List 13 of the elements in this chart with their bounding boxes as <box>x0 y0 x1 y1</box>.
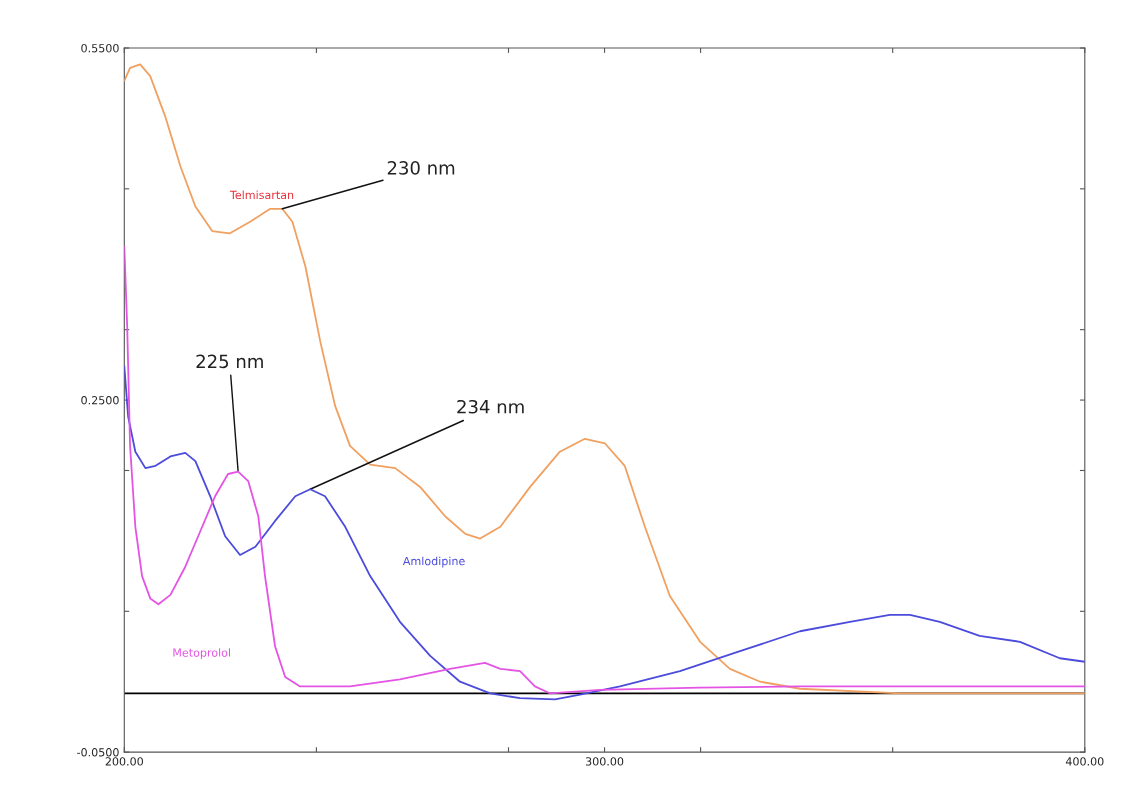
x-tick-label: 400.00 <box>1065 757 1104 766</box>
y-tick-label: -0.0500 <box>77 748 119 757</box>
x-tick-label: 300.00 <box>585 757 624 766</box>
y-tick-label: 0.2500 <box>81 396 119 405</box>
annotation: 230 nm <box>387 161 455 175</box>
series-label: Telmisartan <box>229 190 294 200</box>
line-series <box>124 63 1085 695</box>
y-tick-label: 0.5500 <box>81 43 119 53</box>
annotation: 225 nm <box>196 354 263 369</box>
x-tick-label: 200.00 <box>105 757 143 766</box>
text: Metoprolol <box>173 648 230 659</box>
annotation: 234 nm <box>457 399 524 414</box>
text: Amlodipine <box>402 556 465 568</box>
